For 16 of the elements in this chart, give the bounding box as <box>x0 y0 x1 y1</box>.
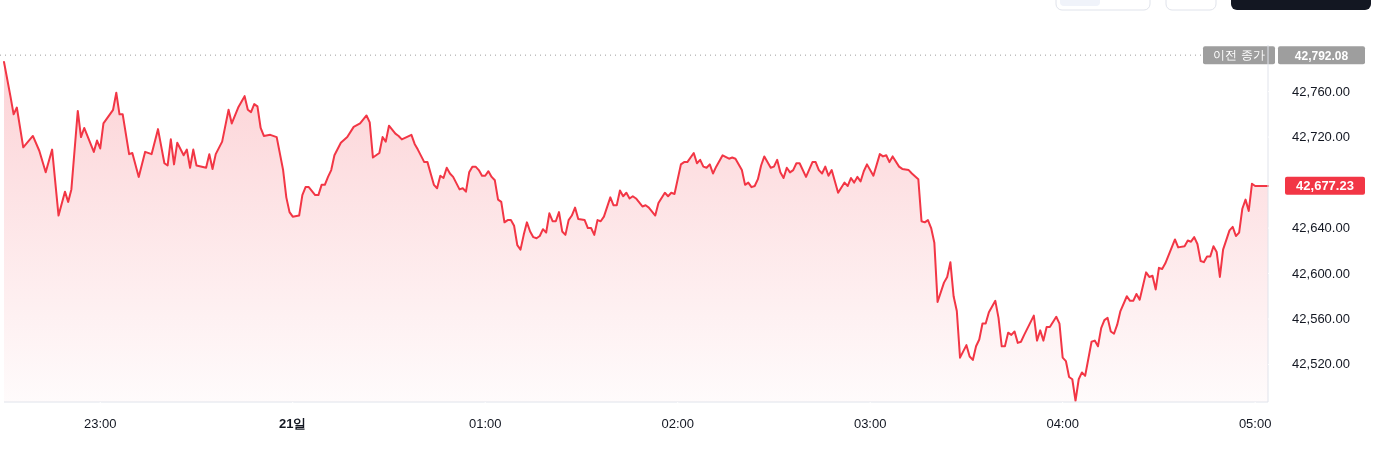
annotation: 42,792.08 <box>1294 48 1349 63</box>
x-tick-label: 23:00 <box>83 416 117 431</box>
y-tick-label: 42,520.00 <box>1292 356 1350 372</box>
y-tick-label: 42,560.00 <box>1292 311 1350 326</box>
annotation: 42,677.23 <box>1296 178 1354 194</box>
y-tick-label: 42,760.00 <box>1292 83 1350 99</box>
x-tick-label: 02:00 <box>661 416 694 431</box>
x-tick-label: 01:00 <box>468 416 502 431</box>
x-tick-label: 03:00 <box>853 416 887 431</box>
ref-line-label: 이전 종가 <box>1213 48 1265 63</box>
y-tick-label: 42,640.00 <box>1292 220 1350 236</box>
x-tick-label: 04:00 <box>1046 416 1079 431</box>
x-tick-label: 21일 <box>279 416 307 431</box>
y-tick-label: 42,720.00 <box>1292 129 1350 145</box>
x-tick-label: 05:00 <box>1238 416 1272 431</box>
y-tick-label: 42,600.00 <box>1292 265 1350 281</box>
